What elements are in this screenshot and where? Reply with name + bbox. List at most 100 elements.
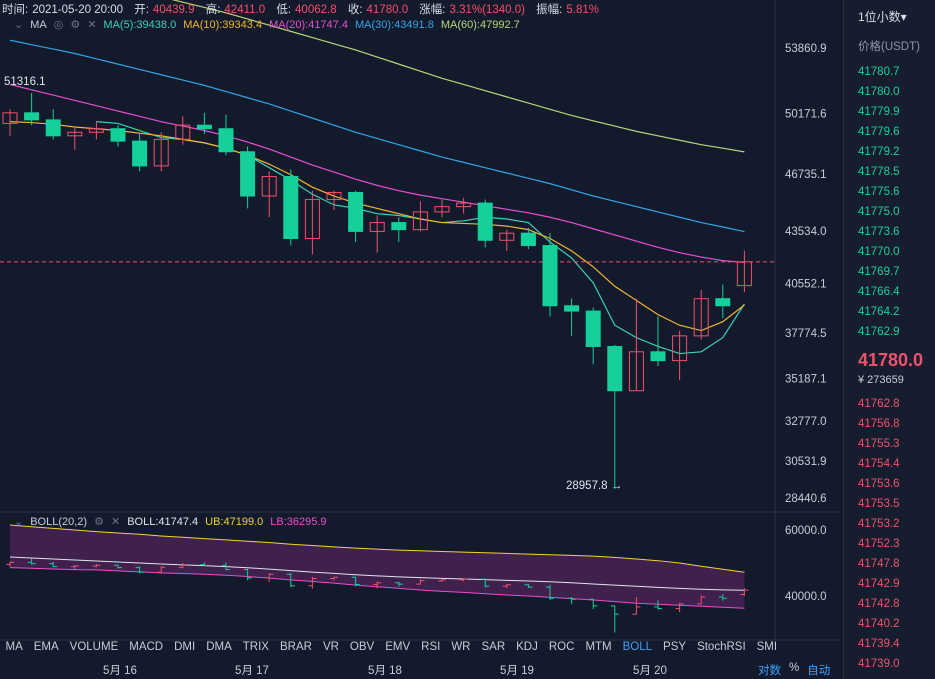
indicator-tab-boll[interactable]: BOLL [622, 641, 653, 653]
percent-scale-button[interactable]: % [789, 662, 800, 674]
indicator-tab-macd[interactable]: MACD [129, 641, 164, 653]
indicator-tab-psy[interactable]: PSY [663, 641, 687, 653]
candle-up [736, 261, 752, 287]
ask-price[interactable]: 41775.6 [858, 186, 900, 198]
ask-price[interactable]: 41762.9 [858, 326, 900, 338]
bid-price[interactable]: 41742.9 [858, 578, 900, 590]
bid-price[interactable]: 41747.8 [858, 558, 900, 570]
log-scale-button[interactable]: 对数 [758, 665, 781, 677]
eye-icon[interactable]: ◎ [53, 19, 64, 31]
ask-price[interactable]: 41764.2 [858, 306, 900, 318]
boll-lb-value: LB:36295.9 [270, 515, 327, 528]
settings-icon[interactable]: ⚙ [70, 19, 81, 31]
close-label: 收: 41780.0 [347, 4, 409, 16]
date-tick: 5月 18 [368, 665, 402, 677]
candle-up [456, 202, 472, 208]
bid-price[interactable]: 41739.0 [858, 658, 900, 670]
ask-price[interactable]: 41779.2 [858, 146, 900, 158]
indicator-tab-kdj[interactable]: KDJ [516, 641, 538, 653]
indicator-tab-trix[interactable]: TRIX [242, 641, 269, 653]
ask-price[interactable]: 41769.7 [858, 266, 900, 278]
price-axis-label: 46735.1 [785, 169, 827, 181]
candle-up [628, 351, 644, 392]
close-icon[interactable]: ✕ [110, 516, 121, 528]
indicator-tab-emv[interactable]: EMV [385, 641, 411, 653]
indicator-tab-sar[interactable]: SAR [481, 641, 506, 653]
ask-price[interactable]: 41770.0 [858, 246, 900, 258]
indicator-tab-roc[interactable]: ROC [548, 641, 575, 653]
auto-scale-button[interactable]: 自动 [807, 665, 831, 677]
bid-price[interactable]: 41756.8 [858, 418, 900, 430]
bid-price[interactable]: 41753.6 [858, 478, 900, 490]
price-axis-label: 30531.9 [785, 456, 827, 468]
ask-price[interactable]: 41775.0 [858, 206, 900, 218]
bid-price[interactable]: 41740.2 [858, 618, 900, 630]
boll-indicator-bar: ⌄ BOLL(20,2) ⚙ ✕ BOLL:41747.4 UB:47199.0… [14, 515, 327, 529]
indicator-tab-stochrsi[interactable]: StochRSI [697, 641, 746, 653]
candle-up [369, 222, 385, 232]
collapse-icon[interactable]: ⌄ [14, 516, 24, 528]
indicator-tab-ma[interactable]: MA [5, 641, 23, 653]
price-axis-label: 53860.9 [785, 43, 827, 55]
indicator-tab-smi[interactable]: SMI [756, 641, 778, 653]
price-axis-label: 28440.6 [785, 493, 827, 505]
candle-up [672, 335, 688, 362]
bid-price[interactable]: 41755.3 [858, 438, 900, 450]
ma5-line [96, 121, 745, 355]
bid-price[interactable]: 41754.4 [858, 458, 900, 470]
ask-price[interactable]: 41773.6 [858, 226, 900, 238]
ask-price[interactable]: 41779.9 [858, 106, 900, 118]
candle-down [520, 232, 536, 247]
price-axis-label: 32777.0 [785, 416, 827, 428]
indicator-tab-vr[interactable]: VR [322, 641, 339, 653]
boll-band [10, 525, 745, 609]
collapse-icon[interactable]: ⌄ [14, 19, 24, 31]
indicator-tab-wr[interactable]: WR [451, 641, 471, 653]
bid-price[interactable]: 41753.2 [858, 518, 900, 530]
date-tick: 5月 17 [235, 665, 269, 677]
settings-icon[interactable]: ⚙ [94, 516, 104, 528]
ohlc-info-bar: 时间: 2021-05-20 20:00 开: 40439.9 高: 42411.0 … [2, 1, 607, 16]
bid-price[interactable]: 41742.8 [858, 598, 900, 610]
indicator-tab-dma[interactable]: DMA [206, 641, 232, 653]
bid-price[interactable]: 41739.4 [858, 638, 900, 650]
precision-select[interactable]: 1位小数▾ [858, 10, 907, 24]
ask-price[interactable]: 41780.7 [858, 66, 900, 78]
last-price: 41780.0 [858, 350, 924, 370]
date-axis: 5月 16 5月 17 5月 18 5月 19 5月 20 [0, 662, 775, 678]
price-axis-label: 35187.1 [785, 374, 827, 386]
candle-down [607, 345, 623, 392]
date-tick: 5月 20 [633, 665, 667, 677]
indicator-tab-mtm[interactable]: MTM [585, 641, 612, 653]
chart-area[interactable]: 53860.9 50171.6 46735.1 43534.0 40552.1 37774… [0, 0, 840, 679]
indicator-tab-rsi[interactable]: RSI [421, 641, 441, 653]
bid-price[interactable]: 41753.5 [858, 498, 900, 510]
bid-price[interactable]: 41752.3 [858, 538, 900, 550]
ma30-line [9, 39, 745, 233]
indicator-tab-volume[interactable]: VOLUME [69, 641, 119, 653]
ma60-line [171, 0, 745, 153]
bid-price[interactable]: 41762.8 [858, 398, 900, 410]
candle-down [650, 351, 666, 362]
low-annotation: 28957.8 → [566, 480, 622, 492]
price-axis-label: 40552.1 [785, 279, 827, 291]
candle-up [88, 128, 104, 133]
indicator-tab-obv[interactable]: OBV [349, 641, 375, 653]
ask-price[interactable]: 41780.0 [858, 86, 900, 98]
kline-chart[interactable]: 53860.9 50171.6 46735.1 43534.0 40552.1 37774… [0, 0, 840, 679]
candle-up [693, 298, 709, 337]
indicator-tab-dmi[interactable]: DMI [174, 641, 196, 653]
candle-down [477, 202, 493, 241]
indicator-tab-ema[interactable]: EMA [33, 641, 59, 653]
close-icon[interactable]: ✕ [87, 19, 97, 31]
candle-down [240, 151, 256, 197]
boll-ub-value: UB:47199.0 [205, 515, 264, 528]
change-label: 涨幅: 3.31%(1340.0) [419, 4, 525, 16]
candle-up [153, 138, 169, 167]
ask-price[interactable]: 41778.5 [858, 166, 900, 178]
ask-price[interactable]: 41779.6 [858, 126, 900, 138]
high-annotation: 51316.1 [4, 76, 46, 88]
indicator-tab-brar[interactable]: BRAR [279, 641, 312, 653]
boll-value: BOLL:41747.4 [127, 515, 199, 528]
ask-price[interactable]: 41766.4 [858, 286, 900, 298]
